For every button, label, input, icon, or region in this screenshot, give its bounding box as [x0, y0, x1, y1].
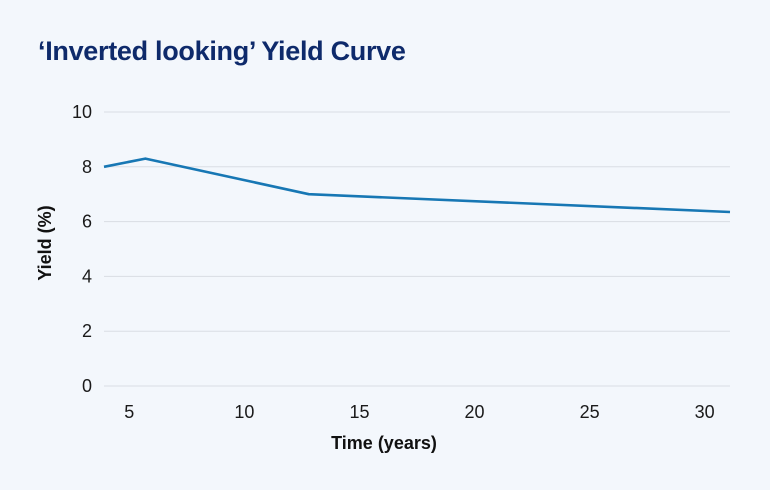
x-tick-label: 5 [124, 402, 134, 422]
series-layer [103, 157, 731, 214]
y-tick-label: 10 [72, 102, 92, 122]
x-tick-label: 10 [234, 402, 254, 422]
y-tick-label: 6 [82, 212, 92, 232]
y-tick-label: 0 [82, 376, 92, 396]
series-line [103, 157, 731, 214]
y-axis-title: Yield (%) [35, 205, 55, 280]
y-tick-label: 2 [82, 321, 92, 341]
chart-title: ‘Inverted looking’ Yield Curve [38, 36, 406, 66]
x-tick-label: 25 [580, 402, 600, 422]
x-tick-label: 30 [695, 402, 715, 422]
x-tick-label: 15 [349, 402, 369, 422]
x-axis-title: Time (years) [331, 433, 437, 453]
grid-lines [104, 111, 730, 387]
y-tick-label: 4 [82, 266, 92, 286]
y-tick-labels: 0 2 4 6 8 10 [72, 102, 92, 396]
x-tick-labels: 5 10 15 20 25 30 [124, 402, 714, 422]
x-tick-label: 20 [465, 402, 485, 422]
y-tick-label: 8 [82, 157, 92, 177]
